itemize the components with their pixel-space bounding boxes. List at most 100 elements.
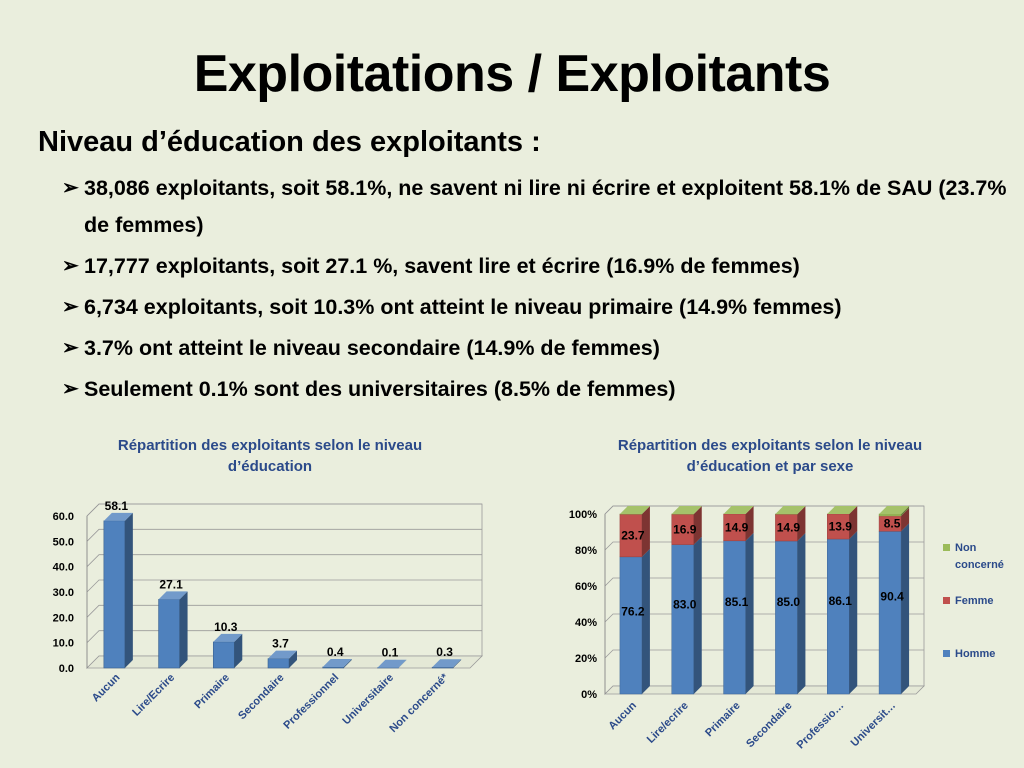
y-tick-label: 20.0: [53, 612, 74, 624]
y-tick-label: 10.0: [53, 638, 74, 650]
segment-side: [849, 531, 858, 694]
legend-swatch: [943, 544, 950, 551]
bar-2-front: [212, 641, 235, 669]
bar-1: [158, 591, 188, 669]
data-label: 0.4: [327, 645, 344, 659]
chart-education: 0.0 10.0 20.0 30.0 40.0 50.0 60.0 58.1 Aucun 27.1…: [53, 499, 483, 735]
stack-2: [723, 506, 754, 695]
gridline: [604, 613, 924, 623]
x-tick-label: Aucun: [606, 699, 639, 732]
data-label-femme: 8.5: [884, 517, 901, 531]
bullet-text: 17,777 exploitants, soit 27.1 %, savent …: [84, 254, 800, 278]
y-tick-label: 30.0: [53, 587, 74, 599]
data-label-homme: 85.1: [725, 595, 749, 609]
chart-education-title: Répartition des exploitants selon le niv…: [117, 437, 423, 475]
segment-side: [693, 506, 702, 545]
segment-side: [849, 506, 858, 540]
legend: Non concerné Femme Homme: [943, 542, 1004, 660]
stack-5: [878, 506, 910, 695]
stack-top: [775, 506, 806, 514]
bar-4-side: [343, 658, 352, 668]
bar-5-top: [377, 659, 407, 668]
gridline: [604, 541, 924, 551]
bar-4-top: [322, 658, 352, 667]
y-tick-label: 0%: [581, 689, 597, 701]
y-tick-label: 100%: [569, 509, 597, 521]
segment-side: [641, 506, 650, 515]
segment-side: [901, 523, 910, 694]
bar-3: [267, 650, 297, 669]
bar-0-front: [103, 520, 126, 669]
stack-1: [671, 506, 702, 695]
data-label-femme: 14.9: [725, 520, 749, 534]
chart-education-sex-title: Répartition des exploitants selon le niv…: [617, 437, 923, 475]
y-tick-label: 60.0: [53, 511, 74, 523]
slide-subtitle: Niveau d’éducation des exploitants :: [38, 126, 541, 158]
segment-side: [797, 533, 806, 694]
bar-1-top: [158, 591, 188, 600]
segment-side: [641, 506, 650, 557]
bullet-item: ➢ 3.7% ont atteint le niveau secondaire …: [62, 330, 1022, 367]
y-tick-label: 20%: [575, 653, 597, 665]
x-tick-label: Non concerné*: [387, 671, 451, 735]
gridline: [86, 579, 482, 593]
x-tick-label: Secondaire: [236, 672, 286, 722]
x-tick-label: Lire/ecrire: [645, 700, 691, 746]
bar-6-front: [431, 666, 454, 669]
legend-label: Non: [955, 542, 977, 554]
bar-2-top: [213, 633, 243, 642]
bar-3-top: [268, 650, 297, 659]
y-tick-label: 80%: [575, 545, 597, 557]
segment-side: [901, 507, 910, 532]
bar-0-top: [103, 512, 133, 521]
data-label-homme: 90.4: [880, 589, 904, 603]
legend-label: Femme: [955, 595, 994, 607]
arrow-bullet-icon: ➢: [62, 378, 79, 400]
legend-swatch: [943, 597, 950, 604]
legend-label: Homme: [955, 648, 995, 660]
bar-2: [212, 633, 243, 669]
data-label-homme: 86.1: [829, 594, 853, 608]
plot-floor: [604, 685, 925, 695]
bar-5-side: [398, 659, 407, 668]
stack-4: [827, 506, 858, 695]
segment-side: [797, 506, 806, 541]
segment-side: [745, 532, 754, 694]
y-tick-label: 40.0: [53, 562, 74, 574]
arrow-bullet-icon: ➢: [62, 177, 79, 199]
chart-education-sex: 0% 20% 40% 60% 80% 100% 76.2 23.7 Aucun 83.0 16.9 L…: [569, 505, 1004, 751]
x-tick-label: Professionnel: [281, 672, 341, 732]
segment-homme: [827, 538, 850, 695]
bar-3-side: [289, 650, 297, 668]
bar-1-front: [158, 599, 180, 669]
gridline: [86, 604, 482, 618]
bar-6-side: [453, 659, 462, 668]
segment-side: [797, 506, 806, 515]
x-tick-label: Lire/Ecrire: [130, 672, 177, 719]
data-label-homme: 83.0: [673, 597, 697, 611]
slide-title: Exploitations / Exploitants: [193, 45, 831, 103]
data-label: 0.3: [436, 645, 453, 659]
arrow-bullet-icon: ➢: [62, 255, 79, 277]
data-label-femme: 16.9: [673, 522, 697, 536]
stack-top: [619, 506, 650, 514]
bar-5: [377, 659, 407, 669]
segment-homme: [775, 540, 798, 695]
data-label-femme: 14.9: [777, 521, 801, 535]
bar-0: [103, 512, 133, 669]
y-tick-label: 0.0: [59, 663, 74, 675]
bullet-text: 3.7% ont atteint le niveau secondaire (1…: [84, 336, 660, 360]
bullet-item: ➢ 17,777 exploitants, soit 27.1 %, saven…: [62, 248, 1022, 285]
gridline: [604, 505, 924, 515]
arrow-bullet-icon: ➢: [62, 337, 79, 359]
gridline: [86, 503, 482, 517]
bullet-list: ➢ 38,086 exploitants, soit 58.1%, ne sav…: [62, 170, 1022, 412]
segment-side: [745, 506, 754, 541]
gridline: [86, 528, 482, 542]
x-tick-label: Universit…: [849, 700, 899, 750]
bullet-item: ➢ 6,734 exploitants, soit 10.3% ont atte…: [62, 289, 1022, 326]
data-label-homme: 85.0: [777, 595, 801, 609]
stack-0: [619, 506, 650, 695]
stack-top: [723, 506, 754, 514]
bar-6: [431, 659, 462, 669]
